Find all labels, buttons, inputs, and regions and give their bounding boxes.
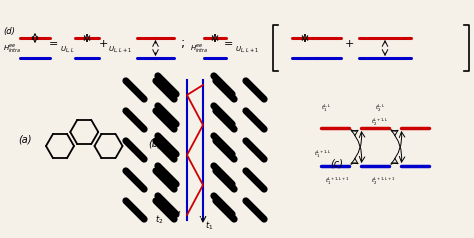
Text: $U_{L,L+1}$: $U_{L,L+1}$: [108, 45, 132, 55]
Text: $t_1^{L,L}$: $t_1^{L,L}$: [321, 102, 332, 114]
Text: $t_2^{L+1,L}$: $t_2^{L+1,L}$: [371, 116, 389, 128]
Text: (d): (d): [3, 27, 15, 36]
Text: $t_1^{L+1,L}$: $t_1^{L+1,L}$: [314, 148, 332, 160]
Text: +: +: [98, 39, 108, 49]
Text: $U_{L,L+1}$: $U_{L,L+1}$: [235, 45, 259, 55]
Text: =: =: [49, 39, 59, 49]
Text: $t_2$: $t_2$: [155, 213, 164, 225]
Text: $t_2^{L+1,L+1}$: $t_2^{L+1,L+1}$: [371, 175, 395, 187]
Text: =: =: [224, 39, 234, 49]
Text: $H_{intra}^{ee}$: $H_{intra}^{ee}$: [3, 43, 21, 55]
Text: +: +: [344, 39, 354, 49]
Text: $t_2^{L,L}$: $t_2^{L,L}$: [375, 102, 385, 114]
Text: (b): (b): [148, 138, 162, 148]
Text: (c): (c): [330, 158, 343, 168]
Text: $t_1$: $t_1$: [205, 220, 213, 233]
Text: $U_{L,L}$: $U_{L,L}$: [60, 45, 75, 55]
Text: ;: ;: [181, 37, 185, 50]
Text: $t_1^{L+1,L+1}$: $t_1^{L+1,L+1}$: [325, 175, 349, 187]
Text: (a): (a): [18, 135, 31, 145]
Text: $H_{intra}^{ee}$: $H_{intra}^{ee}$: [190, 43, 209, 55]
